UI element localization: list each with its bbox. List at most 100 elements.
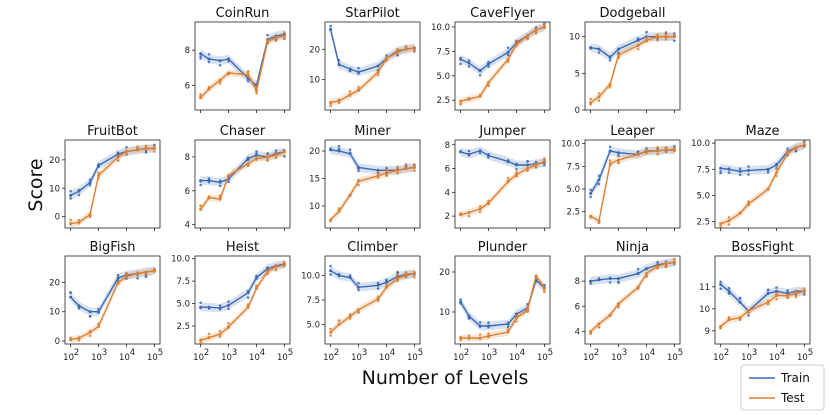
y-tick-label: 2.5	[176, 322, 190, 332]
seed-point-train	[617, 154, 620, 158]
seed-point-train	[487, 153, 490, 156]
seed-point-train	[329, 24, 332, 28]
seed-point-test	[77, 221, 81, 225]
seed-point-test	[246, 70, 250, 73]
seed-point-train	[69, 197, 72, 200]
data-point-train	[69, 295, 73, 299]
seed-point-test	[246, 304, 250, 307]
x-axis-label: Number of Levels	[362, 367, 529, 389]
x-tick-label: 10	[351, 353, 362, 363]
seed-point-test	[467, 96, 471, 100]
seed-point-test	[274, 152, 278, 155]
y-tick-label: 20	[49, 156, 60, 166]
confidence-band-test	[720, 141, 805, 228]
seed-point-test	[526, 305, 529, 309]
seed-point-train	[786, 147, 789, 150]
seed-point-test	[274, 268, 278, 272]
seed-point-train	[266, 152, 269, 155]
y-tick-label: 11	[699, 283, 710, 293]
y-tick-label: 5.0	[436, 72, 450, 82]
seed-point-train	[478, 74, 482, 77]
data-point-test	[526, 34, 530, 38]
seed-point-test	[597, 325, 601, 329]
seed-point-test	[727, 316, 731, 319]
seed-point-test	[385, 57, 388, 61]
plot-frame	[194, 255, 291, 345]
seed-point-test	[617, 160, 620, 164]
seed-point-test	[664, 146, 668, 149]
seed-point-test	[348, 317, 352, 320]
seed-point-test	[413, 48, 416, 51]
seed-point-test	[719, 222, 722, 225]
x-tick-exponent: 2	[204, 348, 209, 358]
seed-point-test	[337, 101, 341, 104]
seed-point-train	[385, 166, 388, 170]
seed-point-train	[487, 65, 490, 68]
seed-point-test	[125, 152, 128, 156]
data-point-train	[766, 291, 770, 295]
seed-point-test	[775, 167, 778, 171]
seed-point-train	[506, 321, 510, 325]
seed-point-test	[329, 104, 332, 107]
data-point-train	[738, 300, 742, 304]
seed-point-train	[348, 151, 352, 155]
seed-point-test	[274, 39, 278, 43]
seed-point-test	[136, 271, 139, 274]
seed-point-test	[597, 220, 601, 224]
seed-point-test	[487, 335, 490, 339]
subplot-title: Leaper	[610, 124, 655, 139]
seed-point-train	[608, 150, 612, 153]
seed-point-train	[246, 156, 250, 160]
seed-point-train	[459, 298, 462, 301]
seed-point-train	[125, 146, 128, 149]
seed-point-test	[794, 289, 798, 293]
seed-point-train	[144, 151, 148, 154]
plot-frame	[714, 255, 811, 345]
confidence-band-test	[200, 32, 285, 102]
x-tick-exponent: 2	[594, 348, 599, 358]
x-tick-label: 10	[277, 353, 288, 363]
data-point-train	[357, 285, 360, 289]
seed-point-test	[589, 331, 592, 335]
seed-point-test	[636, 43, 640, 47]
seed-point-train	[478, 68, 482, 72]
seed-point-test	[673, 257, 676, 261]
y-tick-label: 10.0	[691, 139, 710, 149]
seed-point-test	[526, 310, 529, 314]
y-tick-label: 2.5	[436, 96, 450, 106]
data-point-train	[69, 193, 73, 197]
seed-point-test	[673, 146, 676, 149]
seed-point-train	[738, 173, 742, 177]
seed-point-test	[526, 167, 529, 170]
data-point-test	[396, 168, 400, 172]
seed-point-train	[534, 160, 538, 164]
y-tick-label: 8	[185, 153, 190, 163]
seed-point-test	[645, 148, 648, 151]
seed-point-train	[515, 168, 518, 171]
x-tick-exponent: 3	[102, 348, 107, 358]
seed-point-test	[97, 171, 100, 174]
seed-point-test	[608, 84, 612, 87]
seed-point-train	[246, 289, 250, 293]
y-tick-label: 7.5	[306, 296, 320, 306]
seed-point-train	[337, 147, 341, 151]
seed-point-train	[88, 315, 92, 318]
seed-point-test	[199, 338, 202, 341]
x-tick-exponent: 2	[464, 348, 469, 358]
seed-point-test	[329, 334, 332, 337]
data-point-test	[199, 207, 203, 211]
seed-point-train	[673, 39, 676, 42]
y-tick-label: 10	[49, 184, 60, 194]
data-point-train	[617, 47, 620, 51]
seed-point-test	[617, 304, 620, 308]
y-tick-label: 10	[569, 33, 580, 43]
seed-point-test	[794, 295, 798, 299]
x-tick-label: 10	[249, 353, 260, 363]
seed-point-test	[766, 187, 770, 191]
seed-point-test	[376, 171, 380, 174]
seed-point-test	[153, 267, 156, 271]
legend-test-label: Test	[780, 391, 805, 405]
seed-point-train	[478, 151, 482, 155]
seed-point-test	[116, 158, 120, 162]
seed-point-test	[348, 312, 352, 316]
